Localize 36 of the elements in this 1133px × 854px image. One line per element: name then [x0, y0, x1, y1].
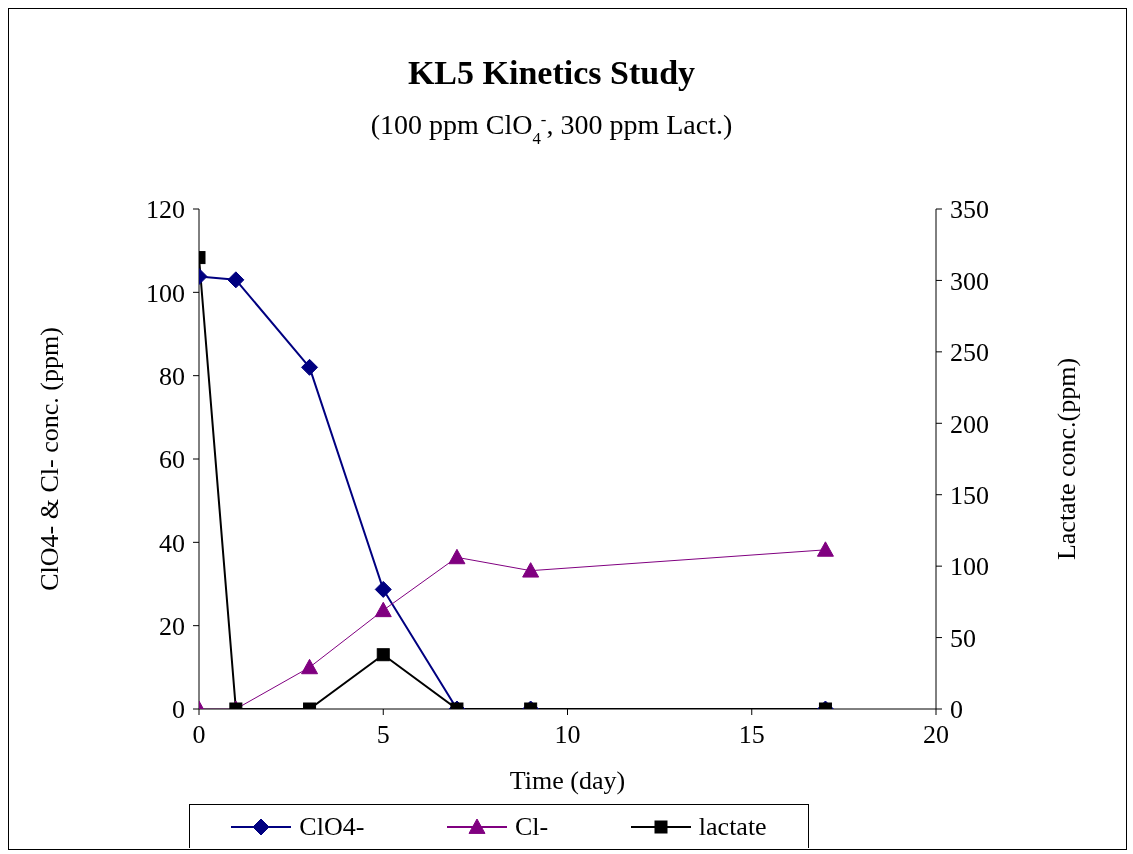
x-tick-label: 20	[923, 720, 949, 750]
legend-label: ClO4-	[299, 811, 365, 842]
point	[816, 541, 834, 557]
y-axis-title: ClO4- & Cl- conc. (ppm)	[35, 327, 65, 591]
point	[374, 601, 392, 618]
legend-label: Cl-	[514, 811, 549, 842]
y2-tick-label: 200	[950, 409, 989, 439]
point	[448, 548, 466, 565]
y-tick-label: 100	[146, 278, 185, 308]
x-tick-label: 15	[738, 720, 765, 750]
y2-tick-label: 100	[950, 552, 989, 582]
y2-tick-label: 350	[950, 195, 989, 225]
x-tick-label: 5	[376, 720, 390, 750]
point	[227, 271, 245, 289]
x-tick-label: 0	[192, 720, 206, 750]
y-tick-label: 40	[159, 528, 185, 558]
y2-tick-label: 250	[950, 338, 989, 368]
point	[301, 358, 319, 376]
y-tick-label: 20	[159, 611, 185, 641]
chart-subtitle: (100 ppm ClO$_{4}$$^{-}$, 300 ppm Lact.)	[370, 109, 733, 148]
y2-tick-label: 50	[950, 623, 976, 653]
y2-axis-title: Lactate conc.(ppm)	[1052, 357, 1082, 561]
y-tick-label: 0	[172, 695, 185, 725]
y-tick-label: 120	[146, 195, 185, 225]
y-tick-label: 60	[159, 445, 185, 475]
legend-label: lactate	[698, 811, 767, 842]
point	[522, 562, 540, 578]
y2-tick-label: 150	[950, 480, 989, 510]
y2-tick-label: 0	[950, 695, 963, 725]
point	[301, 658, 319, 675]
y2-tick-label: 300	[950, 266, 989, 296]
x-axis-title: Time (day)	[509, 766, 626, 795]
chart-title: KL5 Kinetics Study	[407, 54, 696, 91]
y-tick-label: 80	[159, 361, 185, 391]
point	[374, 580, 392, 598]
x-tick-label: 10	[554, 720, 581, 750]
